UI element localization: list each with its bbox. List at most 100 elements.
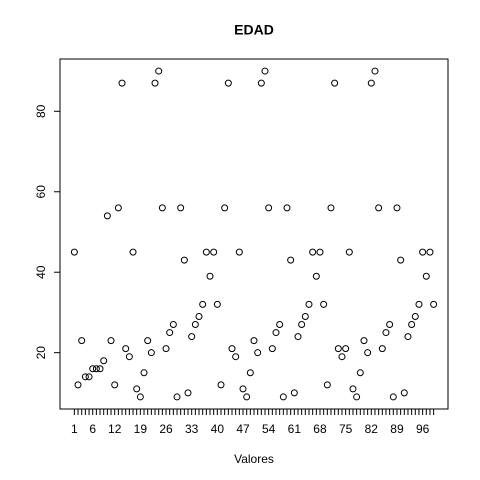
- point: [316, 248, 324, 256]
- x-tick-label: 96: [416, 422, 430, 436]
- point: [81, 373, 89, 381]
- point: [166, 329, 174, 337]
- point: [290, 389, 298, 397]
- point: [188, 333, 196, 341]
- point: [279, 393, 287, 401]
- point: [349, 385, 357, 393]
- point: [287, 256, 295, 264]
- point: [136, 393, 144, 401]
- x-tick-label: 54: [262, 422, 276, 436]
- plot-box: [59, 58, 449, 410]
- point: [140, 369, 148, 377]
- point: [345, 248, 353, 256]
- point: [217, 381, 225, 389]
- point: [155, 67, 163, 75]
- point: [400, 389, 408, 397]
- point: [342, 345, 350, 353]
- point: [78, 337, 86, 345]
- y-tick-label: 20: [34, 346, 48, 360]
- point: [180, 256, 188, 264]
- point: [114, 204, 122, 212]
- point: [100, 357, 108, 365]
- point: [111, 381, 119, 389]
- point: [419, 248, 427, 256]
- point: [232, 353, 240, 361]
- chart-title: EDAD: [234, 22, 274, 38]
- point: [151, 79, 159, 87]
- point: [195, 312, 203, 320]
- y-tick-label: 80: [34, 104, 48, 118]
- x-tick-label: 33: [185, 422, 199, 436]
- x-tick-label: 12: [108, 422, 122, 436]
- point: [257, 79, 265, 87]
- point: [235, 248, 243, 256]
- x-tick-label: 82: [365, 422, 379, 436]
- point: [96, 365, 104, 373]
- point: [320, 300, 328, 308]
- x-tick-label: 89: [390, 422, 404, 436]
- point: [393, 204, 401, 212]
- point: [371, 67, 379, 75]
- point: [301, 312, 309, 320]
- x-tick-label: 1: [71, 422, 78, 436]
- point: [158, 204, 166, 212]
- x-tick-label: 6: [89, 422, 96, 436]
- y-tick-label: 60: [34, 185, 48, 199]
- point: [213, 300, 221, 308]
- point: [162, 345, 170, 353]
- point: [89, 365, 97, 373]
- point: [272, 329, 280, 337]
- point: [265, 204, 273, 212]
- point: [92, 365, 100, 373]
- point: [239, 385, 247, 393]
- x-tick-label: 61: [288, 422, 302, 436]
- x-tick-label: 40: [211, 422, 225, 436]
- point: [411, 312, 419, 320]
- point: [312, 272, 320, 280]
- point: [268, 345, 276, 353]
- point: [125, 353, 133, 361]
- point: [147, 349, 155, 357]
- point: [243, 393, 251, 401]
- point: [430, 300, 438, 308]
- point: [202, 248, 210, 256]
- point: [250, 337, 258, 345]
- point: [224, 79, 232, 87]
- point: [221, 204, 229, 212]
- point: [144, 337, 152, 345]
- point: [327, 204, 335, 212]
- point: [378, 345, 386, 353]
- point: [353, 393, 361, 401]
- x-tick-label: 19: [134, 422, 148, 436]
- point: [323, 381, 331, 389]
- point: [404, 333, 412, 341]
- point: [422, 272, 430, 280]
- x-tick-label: 26: [159, 422, 173, 436]
- point: [173, 393, 181, 401]
- point: [426, 248, 434, 256]
- point: [118, 79, 126, 87]
- point: [122, 345, 130, 353]
- x-tick-label: 75: [339, 422, 353, 436]
- point: [331, 79, 339, 87]
- point: [408, 321, 416, 329]
- y-tick-label: 40: [34, 265, 48, 279]
- point: [389, 393, 397, 401]
- point: [210, 248, 218, 256]
- point: [375, 204, 383, 212]
- x-tick-label: 68: [313, 422, 327, 436]
- point: [103, 212, 111, 220]
- point: [129, 248, 137, 256]
- point: [228, 345, 236, 353]
- point: [107, 337, 115, 345]
- point: [169, 321, 177, 329]
- point: [382, 329, 390, 337]
- point: [356, 369, 364, 377]
- point: [298, 321, 306, 329]
- point: [415, 300, 423, 308]
- point: [206, 272, 214, 280]
- point: [70, 248, 78, 256]
- x-tick-label: 47: [236, 422, 250, 436]
- point: [334, 345, 342, 353]
